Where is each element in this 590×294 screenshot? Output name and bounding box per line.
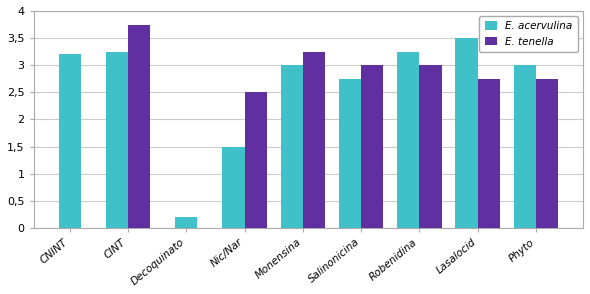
Legend: E. acervulina, E. tenella: E. acervulina, E. tenella	[479, 16, 578, 52]
Bar	[58, 54, 81, 228]
Bar	[419, 65, 441, 228]
Bar	[397, 52, 419, 228]
Bar	[536, 79, 558, 228]
Bar	[303, 52, 325, 228]
Bar	[222, 146, 244, 228]
Bar	[175, 217, 197, 228]
Bar	[455, 38, 478, 228]
Bar	[514, 65, 536, 228]
Bar	[128, 24, 150, 228]
Bar	[281, 65, 303, 228]
Bar	[361, 65, 384, 228]
Bar	[339, 79, 361, 228]
Bar	[478, 79, 500, 228]
Bar	[244, 92, 267, 228]
Bar	[106, 52, 128, 228]
